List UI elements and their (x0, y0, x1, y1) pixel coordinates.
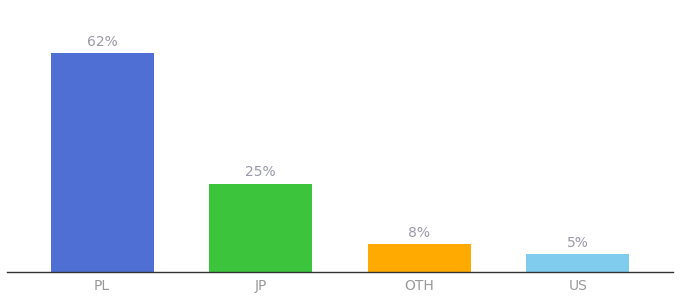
Bar (526, 254, 630, 272)
Text: 25%: 25% (245, 166, 276, 179)
Text: 8%: 8% (408, 226, 430, 240)
Bar (50, 53, 154, 272)
Text: 62%: 62% (87, 35, 118, 49)
Bar (368, 244, 471, 272)
Bar (209, 184, 312, 272)
Text: 5%: 5% (567, 236, 589, 250)
